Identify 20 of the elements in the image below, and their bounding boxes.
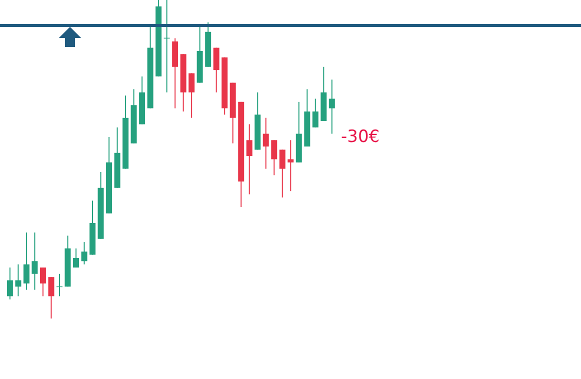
candlestick [48, 276, 54, 319]
candlestick [56, 273, 62, 297]
candlestick [32, 232, 38, 290]
candlestick [23, 232, 30, 290]
candlestick [6, 267, 13, 300]
candlestick [15, 264, 22, 297]
candlestick [312, 98, 318, 128]
candlestick [279, 149, 286, 198]
candlestick [271, 140, 278, 176]
candlestick [262, 117, 269, 170]
text: -30€ [341, 127, 380, 147]
candlestick [246, 124, 252, 195]
candlestick [81, 242, 88, 265]
candlestick [164, 0, 170, 93]
candlestick [40, 267, 46, 297]
candlestick [288, 140, 294, 192]
candlestick [72, 248, 79, 268]
candlestick [328, 79, 335, 134]
candlestick [213, 47, 220, 93]
candlestick [188, 72, 195, 118]
